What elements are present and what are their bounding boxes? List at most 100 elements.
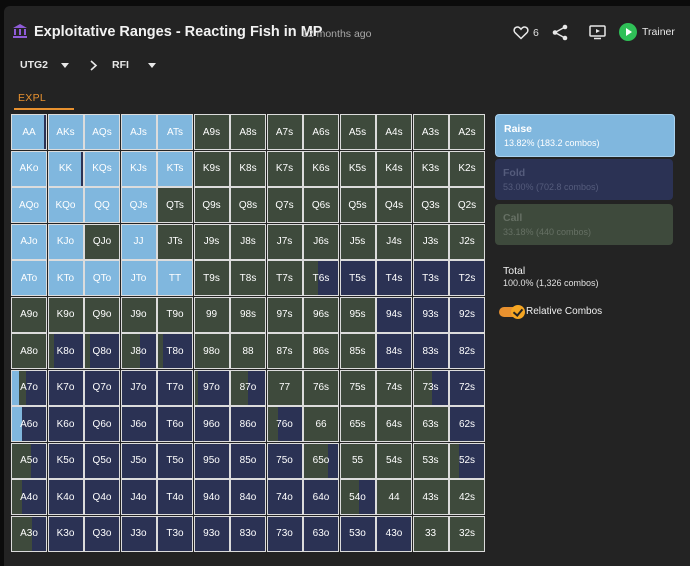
hand-cell[interactable]: J3s xyxy=(412,223,449,260)
hand-cell[interactable]: Q3s xyxy=(412,187,449,223)
hand-cell[interactable]: 84s xyxy=(376,333,412,369)
hand-cell[interactable]: Q7o xyxy=(84,369,120,406)
hand-cell[interactable]: A8s xyxy=(230,114,266,150)
hand-cell[interactable]: 97s xyxy=(266,296,303,333)
hand-cell[interactable]: 63o xyxy=(303,515,339,552)
hand-cell[interactable]: 54o xyxy=(339,479,376,515)
action-select[interactable]: RFI xyxy=(112,59,129,71)
hand-cell[interactable]: 85s xyxy=(339,333,376,369)
hand-cell[interactable]: A3s xyxy=(412,114,449,150)
hand-cell[interactable]: T8s xyxy=(230,260,266,296)
hand-cell[interactable]: T7o xyxy=(157,369,193,406)
hand-cell[interactable]: T3s xyxy=(412,260,449,296)
hand-cell[interactable]: 95o xyxy=(193,442,230,479)
hand-cell[interactable]: 94s xyxy=(376,296,412,333)
hand-cell[interactable]: A2s xyxy=(449,114,485,150)
hand-cell[interactable]: 76s xyxy=(303,369,339,406)
hand-cell[interactable]: KJs xyxy=(120,150,157,187)
hand-cell[interactable]: 74s xyxy=(376,369,412,406)
hand-cell[interactable]: 65s xyxy=(339,406,376,442)
hand-cell[interactable]: 83s xyxy=(412,333,449,369)
hand-cell[interactable]: JTs xyxy=(157,223,193,260)
hand-cell[interactable]: J2s xyxy=(449,223,485,260)
hand-cell[interactable]: J3o xyxy=(120,515,157,552)
hand-cell[interactable]: J4o xyxy=(120,479,157,515)
hand-cell[interactable]: QTo xyxy=(84,260,120,296)
hand-cell[interactable]: 87o xyxy=(230,369,266,406)
hand-cell[interactable]: 53o xyxy=(339,515,376,552)
hand-cell[interactable]: Q7s xyxy=(266,187,303,223)
legend-call[interactable]: Call 33.18% (440 combos) xyxy=(495,204,673,245)
hand-cell[interactable]: KJo xyxy=(47,223,84,260)
tab-expl[interactable]: EXPL xyxy=(18,92,47,104)
hand-cell[interactable]: T6s xyxy=(303,260,339,296)
hand-cell[interactable]: 87s xyxy=(266,333,303,369)
hand-cell[interactable]: 84o xyxy=(230,479,266,515)
hand-cell[interactable]: QTs xyxy=(157,187,193,223)
hand-cell[interactable]: J9s xyxy=(193,223,230,260)
hand-cell[interactable]: A9o xyxy=(11,296,47,333)
hand-cell[interactable]: 98s xyxy=(230,296,266,333)
hand-cell[interactable]: J5s xyxy=(339,223,376,260)
hand-cell[interactable]: A7o xyxy=(11,369,47,406)
hand-cell[interactable]: K5o xyxy=(47,442,84,479)
hand-cell[interactable]: K7o xyxy=(47,369,84,406)
hand-cell[interactable]: 83o xyxy=(230,515,266,552)
position-select[interactable]: UTG2 xyxy=(20,59,49,71)
hand-cell[interactable]: 82s xyxy=(449,333,485,369)
hand-cell[interactable]: T4s xyxy=(376,260,412,296)
hand-cell[interactable]: K6o xyxy=(47,406,84,442)
hand-cell[interactable]: Q8s xyxy=(230,187,266,223)
hand-cell[interactable]: 93o xyxy=(193,515,230,552)
hand-cell[interactable]: 98o xyxy=(193,333,230,369)
hand-cell[interactable]: J6o xyxy=(120,406,157,442)
hand-cell[interactable]: 94o xyxy=(193,479,230,515)
hand-cell[interactable]: KTs xyxy=(157,150,193,187)
hand-cell[interactable]: AA xyxy=(11,114,47,150)
hand-cell[interactable]: Q9s xyxy=(193,187,230,223)
hand-cell[interactable]: 64o xyxy=(303,479,339,515)
hand-cell[interactable]: 33 xyxy=(412,515,449,552)
hand-cell[interactable]: K4s xyxy=(376,150,412,187)
hand-cell[interactable]: 88 xyxy=(230,333,266,369)
hand-cell[interactable]: K9s xyxy=(193,150,230,187)
hand-cell[interactable]: AKo xyxy=(11,150,47,187)
hand-cell[interactable]: 75s xyxy=(339,369,376,406)
hand-cell[interactable]: 44 xyxy=(376,479,412,515)
hand-cell[interactable]: ATs xyxy=(157,114,193,150)
hand-cell[interactable]: KTo xyxy=(47,260,84,296)
hand-cell[interactable]: K2s xyxy=(449,150,485,187)
hand-cell[interactable]: 32s xyxy=(449,515,485,552)
hand-cell[interactable]: KQs xyxy=(84,150,120,187)
hand-cell[interactable]: T2s xyxy=(449,260,485,296)
hand-cell[interactable]: 93s xyxy=(412,296,449,333)
hand-cell[interactable]: 62s xyxy=(449,406,485,442)
hand-cell[interactable]: J5o xyxy=(120,442,157,479)
hand-cell[interactable]: A9s xyxy=(193,114,230,150)
hand-cell[interactable]: A4o xyxy=(11,479,47,515)
hand-cell[interactable]: Q6s xyxy=(303,187,339,223)
hand-cell[interactable]: 43s xyxy=(412,479,449,515)
hand-cell[interactable]: Q4s xyxy=(376,187,412,223)
hand-cell[interactable]: K5s xyxy=(339,150,376,187)
heart-icon[interactable] xyxy=(513,25,529,40)
hand-cell[interactable]: K6s xyxy=(303,150,339,187)
hand-cell[interactable]: K3s xyxy=(412,150,449,187)
hand-cell[interactable]: 86o xyxy=(230,406,266,442)
hand-cell[interactable]: 97o xyxy=(193,369,230,406)
hand-cell[interactable]: 55 xyxy=(339,442,376,479)
hand-cell[interactable]: AQo xyxy=(11,187,47,223)
hand-cell[interactable]: J7o xyxy=(120,369,157,406)
hand-cell[interactable]: 54s xyxy=(376,442,412,479)
hand-cell[interactable]: T6o xyxy=(157,406,193,442)
hand-cell[interactable]: Q5o xyxy=(84,442,120,479)
hand-cell[interactable]: QJo xyxy=(84,223,120,260)
hand-cell[interactable]: A4s xyxy=(376,114,412,150)
hand-cell[interactable]: 76o xyxy=(266,406,303,442)
hand-cell[interactable]: J4s xyxy=(376,223,412,260)
hand-cell[interactable]: A6o xyxy=(11,406,47,442)
hand-cell[interactable]: 43o xyxy=(376,515,412,552)
hand-cell[interactable]: T9s xyxy=(193,260,230,296)
legend-fold[interactable]: Fold 53.00% (702.8 combos) xyxy=(495,159,673,200)
hand-cell[interactable]: 73s xyxy=(412,369,449,406)
